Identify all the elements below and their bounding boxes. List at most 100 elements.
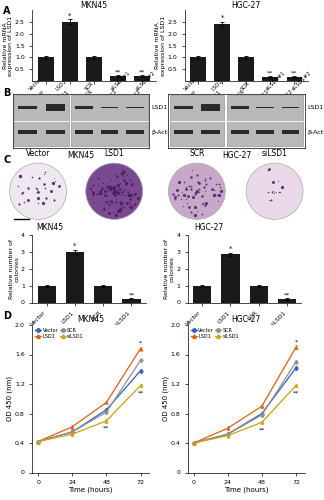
Bar xyxy=(86,58,102,81)
Y-axis label: OD 450 (nm): OD 450 (nm) xyxy=(163,376,169,422)
Title: HGC-27: HGC-27 xyxy=(232,315,261,324)
Text: *: * xyxy=(295,339,297,344)
Bar xyxy=(256,107,274,108)
Text: **: ** xyxy=(291,70,297,75)
Bar xyxy=(221,254,240,302)
Ellipse shape xyxy=(86,163,143,220)
Text: SCR: SCR xyxy=(240,81,251,92)
Text: *: * xyxy=(73,243,77,249)
Bar xyxy=(101,107,119,108)
Text: β-Actin: β-Actin xyxy=(307,130,324,135)
Bar xyxy=(18,130,38,134)
Text: MKN45: MKN45 xyxy=(37,224,64,232)
Bar xyxy=(190,58,206,81)
Bar xyxy=(282,130,299,134)
Text: Vector: Vector xyxy=(183,76,199,92)
Text: MKN45: MKN45 xyxy=(67,150,95,160)
Text: *: * xyxy=(139,340,142,345)
Text: **: ** xyxy=(259,428,265,432)
Text: **: ** xyxy=(115,70,121,74)
Bar xyxy=(46,104,65,111)
Bar xyxy=(75,130,93,134)
Text: **: ** xyxy=(128,292,134,298)
Y-axis label: OD 450 (nm): OD 450 (nm) xyxy=(7,376,14,422)
Text: B: B xyxy=(3,88,11,98)
Text: HGC-27: HGC-27 xyxy=(194,224,224,232)
Text: **: ** xyxy=(284,293,290,298)
Text: LSD1: LSD1 xyxy=(55,78,68,92)
Title: HGC-27: HGC-27 xyxy=(232,1,261,10)
Bar xyxy=(62,22,78,81)
Bar xyxy=(72,94,148,146)
Text: siLSD1#2: siLSD1#2 xyxy=(135,70,156,92)
Bar xyxy=(170,94,224,146)
Bar xyxy=(174,106,193,110)
Text: **: ** xyxy=(139,70,145,74)
Text: siLSD1: siLSD1 xyxy=(262,149,287,158)
Text: **: ** xyxy=(267,70,273,75)
Text: **: ** xyxy=(103,426,110,431)
Legend: Vector, LSD1, SCR, siLSD1: Vector, LSD1, SCR, siLSD1 xyxy=(191,328,240,339)
Ellipse shape xyxy=(10,163,66,220)
X-axis label: Time (hours): Time (hours) xyxy=(68,486,113,493)
Text: *: * xyxy=(68,12,72,18)
Text: Vector: Vector xyxy=(28,76,43,92)
Bar xyxy=(174,130,193,134)
Bar xyxy=(201,130,220,134)
Title: MKN45: MKN45 xyxy=(77,315,104,324)
Bar xyxy=(94,286,112,302)
Bar xyxy=(227,94,303,146)
Bar xyxy=(282,107,299,108)
Y-axis label: Relative number of
colonies: Relative number of colonies xyxy=(8,239,19,298)
Bar xyxy=(214,24,230,81)
Text: *: * xyxy=(221,15,224,21)
Text: D: D xyxy=(3,311,11,321)
Ellipse shape xyxy=(246,163,303,220)
Bar xyxy=(238,58,254,81)
Bar xyxy=(110,76,126,81)
Bar xyxy=(101,130,119,134)
Bar xyxy=(75,106,93,110)
Bar xyxy=(66,252,84,302)
Bar xyxy=(38,58,54,81)
Text: siLSD1#1: siLSD1#1 xyxy=(265,70,287,92)
Bar xyxy=(249,286,268,302)
Text: SCR: SCR xyxy=(189,149,204,158)
Text: siLSD1#2: siLSD1#2 xyxy=(291,70,312,92)
Text: siLSD1#1: siLSD1#1 xyxy=(110,70,131,92)
Text: LSD1: LSD1 xyxy=(152,105,168,110)
Title: MKN45: MKN45 xyxy=(80,1,108,10)
Bar xyxy=(256,130,274,134)
Ellipse shape xyxy=(168,163,225,220)
Bar xyxy=(286,76,302,81)
Bar xyxy=(231,106,249,109)
Bar xyxy=(38,286,56,302)
Bar xyxy=(46,130,65,134)
Text: C: C xyxy=(3,155,10,165)
Bar xyxy=(278,299,296,302)
Text: **: ** xyxy=(137,390,144,396)
Y-axis label: Relative number of
colonies: Relative number of colonies xyxy=(164,239,175,298)
Bar xyxy=(126,107,144,108)
Text: A: A xyxy=(3,6,11,16)
Bar xyxy=(14,94,69,146)
Text: **: ** xyxy=(293,390,299,396)
Bar xyxy=(122,299,141,302)
Text: *: * xyxy=(229,246,232,252)
Text: LSD1: LSD1 xyxy=(307,105,323,110)
Bar xyxy=(193,286,212,302)
Y-axis label: Relative mRNA
expression of LSD1: Relative mRNA expression of LSD1 xyxy=(3,16,14,76)
Text: LSD1: LSD1 xyxy=(104,149,124,158)
Text: HGC-27: HGC-27 xyxy=(222,150,251,160)
Text: β-Actin: β-Actin xyxy=(152,130,174,135)
Text: SCR: SCR xyxy=(84,81,95,92)
Legend: Vector, LSD1, SCR, siLSD1: Vector, LSD1, SCR, siLSD1 xyxy=(35,328,84,339)
Bar xyxy=(134,76,150,81)
Bar xyxy=(201,104,220,111)
Bar xyxy=(231,130,249,134)
Text: LSD1: LSD1 xyxy=(211,78,224,92)
Bar xyxy=(126,130,144,134)
Bar xyxy=(262,76,278,81)
Text: Vector: Vector xyxy=(26,149,50,158)
Y-axis label: Relative mRNA
expression of LSD1: Relative mRNA expression of LSD1 xyxy=(155,16,166,76)
